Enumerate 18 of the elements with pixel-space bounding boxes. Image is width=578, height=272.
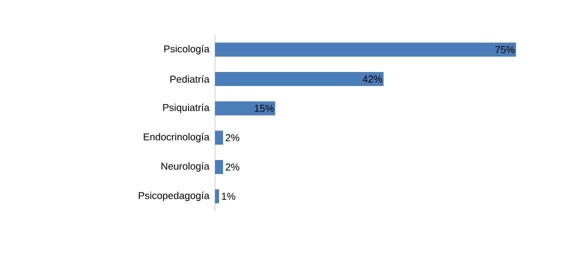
y-tick-label: Psicopedagogía [138, 192, 210, 202]
bar [215, 42, 516, 57]
bar [215, 189, 220, 204]
bar [215, 72, 384, 86]
data-label: 75% [495, 46, 514, 54]
y-tick-label: Endocrinología [144, 132, 210, 142]
bar [215, 130, 224, 145]
bar [215, 101, 276, 116]
data-label: 42% [362, 76, 382, 83]
data-label: 15% [254, 104, 274, 112]
data-label: 1% [222, 192, 236, 200]
bar [215, 160, 224, 174]
y-tick-label: Psiquiatría [163, 104, 210, 114]
data-label: 2% [226, 134, 240, 142]
y-tick-label: Neurología [162, 162, 210, 172]
y-tick-label: Psicología [164, 44, 210, 54]
y-tick-label: Pediatría [170, 75, 210, 83]
data-label: 2% [226, 164, 240, 171]
